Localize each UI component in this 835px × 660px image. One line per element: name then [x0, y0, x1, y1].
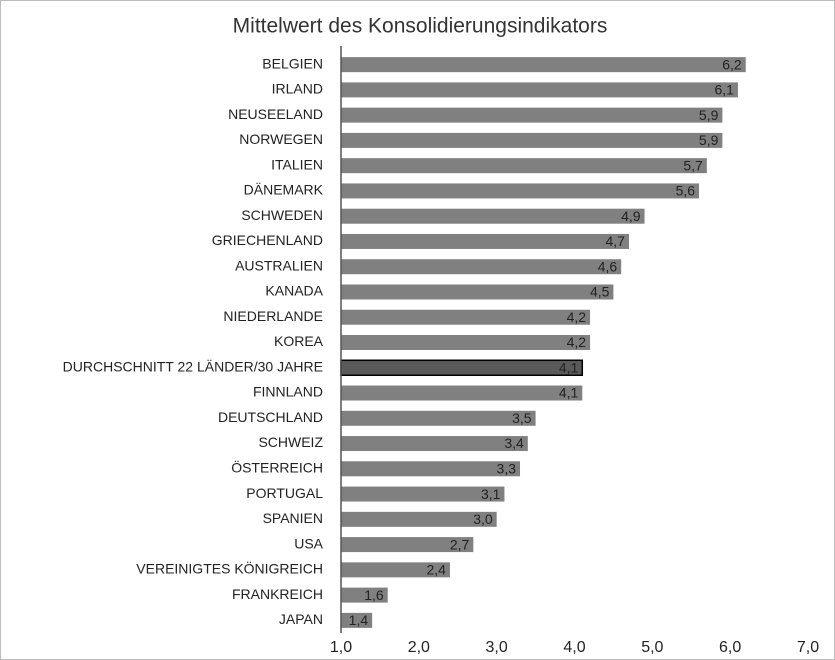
value-label: 4,7: [606, 233, 626, 249]
bar: [341, 284, 614, 300]
y-tick-label: ÖSTERREICH: [231, 459, 323, 476]
bar: [341, 537, 474, 553]
value-label: 5,7: [683, 157, 703, 173]
y-tick-label: JAPAN: [279, 611, 323, 627]
bar: [341, 259, 622, 275]
y-tick-label: VEREINIGTES KÖNIGREICH: [136, 560, 323, 577]
y-tick-label: NORWEGEN: [239, 131, 323, 147]
value-label: 4,2: [567, 334, 587, 350]
bar: [341, 436, 528, 452]
y-tick-label: SCHWEIZ: [258, 434, 323, 450]
value-label: 6,2: [722, 56, 742, 72]
value-label: 4,2: [567, 309, 587, 325]
bar: [341, 587, 388, 603]
value-label: 3,3: [497, 461, 517, 477]
value-label: 3,4: [504, 435, 524, 451]
x-tick-label: 2,0: [408, 639, 430, 656]
bar: [341, 612, 373, 628]
x-tick-label: 4,0: [563, 639, 585, 656]
bar: [341, 385, 583, 401]
value-label: 3,1: [481, 486, 501, 502]
bar: [341, 233, 629, 249]
y-tick-label: KOREA: [274, 333, 324, 349]
bar: [341, 132, 723, 148]
y-tick-label: KANADA: [265, 283, 323, 299]
value-label: 1,6: [364, 587, 384, 603]
y-tick-label: FRANKREICH: [232, 586, 323, 602]
value-label: 5,9: [699, 107, 719, 123]
bar: [341, 461, 521, 477]
value-label: 3,5: [512, 410, 532, 426]
value-label: 5,6: [676, 183, 696, 199]
y-tick-label: AUSTRALIEN: [235, 257, 323, 273]
y-tick-label: NEUSEELAND: [228, 106, 323, 122]
bar: [341, 107, 723, 123]
value-label: 5,9: [699, 132, 719, 148]
y-tick-label: PORTUGAL: [246, 485, 323, 501]
y-tick-label: DEUTSCHLAND: [218, 409, 323, 425]
x-tick-label: 5,0: [641, 639, 663, 656]
bar: [341, 511, 497, 527]
bar: [341, 82, 738, 98]
value-label: 2,7: [450, 536, 470, 552]
x-tick-label: 6,0: [719, 639, 741, 656]
bar: [341, 335, 591, 350]
bar: [341, 410, 536, 426]
y-tick-label: USA: [294, 535, 323, 551]
value-label: 3,0: [473, 511, 493, 527]
y-tick-label: DURCHSCHNITT 22 LÄNDER/30 JAHRE: [63, 358, 323, 374]
y-tick-label: ITALIEN: [271, 156, 323, 172]
y-tick-label: FINNLAND: [253, 384, 323, 400]
value-label: 4,1: [559, 359, 579, 375]
y-tick-label: GRIECHENLAND: [212, 232, 323, 248]
value-label: 4,9: [621, 208, 641, 224]
bar: [341, 562, 450, 578]
value-label: 2,4: [426, 562, 446, 578]
value-label: 4,1: [559, 385, 579, 401]
x-tick-label: 1,0: [330, 639, 352, 656]
bar: [341, 57, 746, 73]
x-tick-label: 7,0: [797, 639, 819, 656]
bar: [341, 183, 700, 199]
bar: [341, 486, 505, 502]
value-label: 4,6: [598, 258, 618, 274]
y-tick-label: BELGIEN: [262, 55, 323, 71]
y-tick-label: NIEDERLANDE: [223, 308, 323, 324]
x-tick-label: 3,0: [486, 639, 508, 656]
bar: [341, 309, 591, 325]
y-tick-label: IRLAND: [272, 81, 323, 97]
chart-title: Mittelwert des Konsolidierungsindikators: [233, 15, 608, 38]
y-tick-label: DÄNEMARK: [244, 182, 324, 198]
value-label: 1,4: [349, 612, 369, 628]
bar: [341, 208, 645, 224]
y-tick-label: SCHWEDEN: [241, 207, 323, 223]
bar: [340, 359, 584, 377]
bar: [341, 158, 707, 174]
value-label: 4,5: [590, 284, 610, 300]
value-label: 6,1: [714, 82, 734, 98]
y-tick-label: SPANIEN: [263, 510, 323, 526]
